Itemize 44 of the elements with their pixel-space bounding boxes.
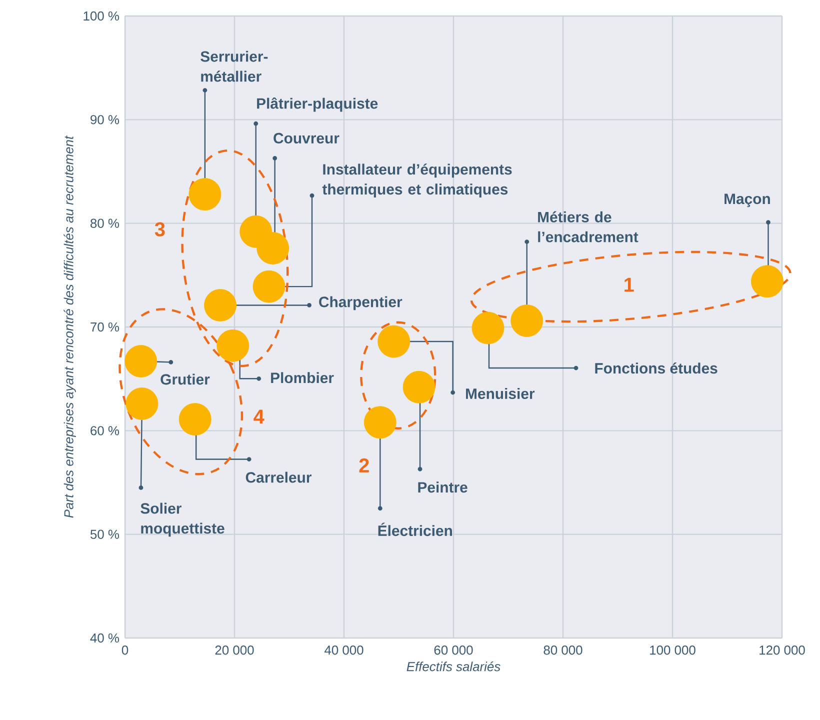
y-tick-label: 60 % [90, 426, 120, 436]
point [378, 325, 410, 358]
y-axis-title: Part des entreprises ayant rencontré des difficultés au recrutement [64, 135, 76, 518]
annotation: Couvreur [274, 132, 340, 144]
annotation: Grutier [160, 374, 210, 385]
point [472, 312, 504, 344]
annotation: Maçon [724, 194, 770, 208]
x-tick-label: 120 000 [760, 646, 805, 655]
annotation: 3 [154, 222, 165, 236]
point [510, 304, 544, 337]
annotation: Peintre [418, 482, 468, 493]
x-tick-label: 100 000 [650, 646, 696, 655]
point [188, 178, 222, 211]
x-axis-title: Effectifs salariés [406, 662, 500, 672]
annotation: Menuisier [466, 388, 535, 399]
x-tick-label: 40 000 [324, 646, 364, 655]
point [364, 406, 396, 439]
y-tick-label: 70 % [90, 322, 120, 332]
annotation: Fonctions études [595, 362, 718, 374]
y-tick-label: 50 % [90, 530, 120, 539]
x-tick-label: 20 000 [215, 646, 254, 655]
point [256, 232, 290, 264]
annotation: Métiers de l’encadrement [538, 211, 638, 242]
annotation: Solier moquettiste [140, 502, 224, 537]
annotation: Électricien [378, 522, 452, 536]
x-tick-label: 60 000 [434, 646, 473, 655]
y-tick-label: 40 % [90, 633, 120, 643]
annotation: Charpentier [319, 296, 402, 310]
y-tick-label: 80 % [90, 218, 120, 228]
annotation: Plombier [271, 372, 334, 384]
annotation: Plâtrier-plaquiste [257, 97, 378, 112]
y-tick-label: 100 % [84, 11, 120, 21]
annotation: 1 [624, 278, 634, 292]
point [402, 370, 436, 404]
y-tick-label: 90 % [90, 115, 120, 124]
annotation: 2 [359, 458, 369, 472]
x-tick-label: 80 000 [544, 646, 582, 655]
annotation: Serrurier-métallier [200, 50, 268, 82]
point [252, 270, 286, 303]
annotation: Carreleur [246, 472, 312, 483]
annotation: 4 [254, 410, 264, 424]
point [751, 265, 784, 298]
x-tick-label: 0 [122, 646, 128, 655]
annotation: Installateur d’équipements thermiques et climatiques [322, 164, 512, 198]
